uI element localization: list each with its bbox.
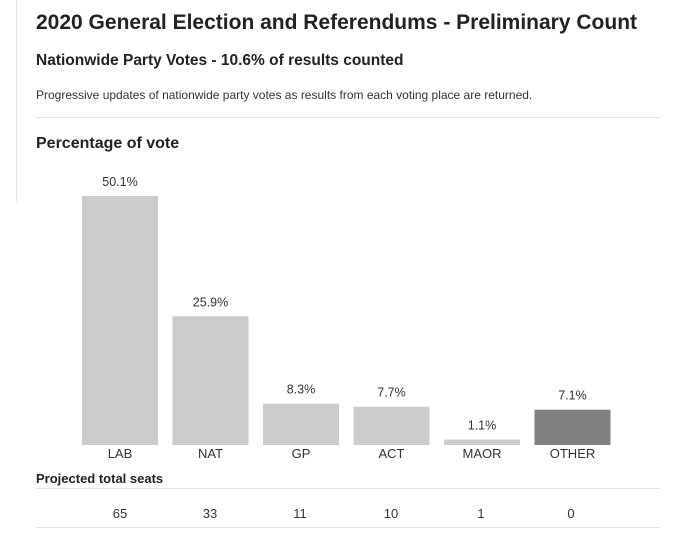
page-subtitle: Nationwide Party Votes - 10.6% of result… [36,52,404,69]
value-label-maor: 1.1% [468,419,497,433]
seats-divider-bottom [36,527,660,528]
category-label-maor: MAOR [463,446,502,461]
page-description: Progressive updates of nationwide party … [36,88,533,102]
seat-count-nat: 33 [202,506,218,521]
category-label-lab: LAB [108,446,133,461]
bar-other [534,409,611,445]
seats-row: 65 33 11 10 1 0 [0,506,676,524]
seats-heading: Projected total seats [36,471,164,486]
section-divider [36,117,660,118]
bar-nat [172,316,249,445]
value-label-act: 7.7% [377,386,406,400]
category-label-gp: GP [292,446,311,461]
value-label-lab: 50.1% [102,175,137,189]
category-label-act: ACT [379,446,405,461]
bar-gp [263,403,339,445]
value-label-other: 7.1% [558,389,587,403]
value-label-gp: 8.3% [287,383,316,397]
bar-maor [444,439,520,445]
left-divider [16,0,17,203]
seat-count-lab: 65 [112,506,128,521]
vote-percentage-chart: 50.1% LAB 25.9% NAT 8.3% GP 7.7% ACT 1.1% MAOR 7.1… [82,175,611,461]
chart-heading: Percentage of vote [36,135,180,152]
seats-divider-top [36,488,660,489]
page-title: 2020 General Election and Referendums - … [36,11,638,34]
seat-count-gp: 11 [293,506,307,521]
category-label-other: OTHER [550,446,596,461]
seat-count-other: 0 [567,506,575,521]
seat-count-act: 10 [383,506,399,521]
bar-act [353,406,430,445]
value-label-nat: 25.9% [193,295,228,309]
category-label-nat: NAT [198,446,223,461]
bar-lab [82,196,158,445]
seat-count-maor: 1 [477,506,485,521]
